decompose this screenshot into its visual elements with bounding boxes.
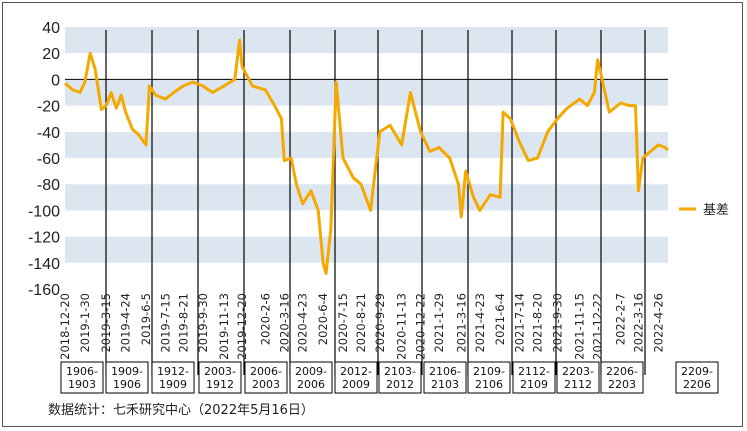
- contract-box: [198, 361, 242, 394]
- x-tick-label: 2020-2-6: [258, 293, 272, 345]
- x-tick-label: 2019-7-15: [158, 293, 172, 353]
- contract-label: 2006: [297, 378, 325, 391]
- x-tick-label: 2020-7-15: [336, 293, 350, 353]
- x-tick-label: 2019-11-13: [217, 293, 231, 360]
- contract-box: [105, 361, 149, 394]
- x-tick-label: 2020-6-4: [316, 293, 330, 345]
- legend: 基差: [679, 203, 729, 218]
- grid-band: [65, 131, 668, 158]
- contract-label: 2106: [475, 378, 503, 391]
- source-note: 数据统计：七禾研究中心（2022年5月16日）: [48, 403, 314, 418]
- contract-label: 1906-: [66, 365, 98, 378]
- x-tick-label: 2019-1-30: [78, 293, 92, 353]
- x-tick-label: 2021-12-22: [591, 293, 605, 360]
- x-tick-label: 2022-2-7: [613, 293, 627, 345]
- contract-box: [378, 361, 422, 394]
- contract-label: 2203-: [562, 365, 594, 378]
- y-axis-tick-labels: 40 20 0 -20 -40 -60 -80 -100 -120 -140 -160: [28, 20, 60, 299]
- contract-label: 2203: [608, 378, 636, 391]
- contract-box: [423, 361, 467, 394]
- x-tick-label: 2021-9-30: [550, 293, 564, 353]
- contract-box: [151, 361, 195, 394]
- x-tick-label: 2019-8-21: [176, 293, 190, 353]
- y-tick-label: -20: [37, 99, 60, 116]
- x-tick-label: 2022-3-16: [631, 293, 645, 353]
- grid-band: [65, 236, 668, 263]
- x-tick-label: 2019-12-20: [235, 293, 249, 360]
- y-tick-label: -60: [37, 151, 60, 168]
- contract-label: 1909: [159, 378, 187, 391]
- contract-label: 2209-: [681, 365, 713, 378]
- y-tick-label: -80: [37, 177, 60, 194]
- contract-label: 2109-: [473, 365, 505, 378]
- x-tick-label: 2020-11-13: [395, 293, 409, 360]
- contract-label: 2012-: [340, 365, 372, 378]
- contract-box: [289, 361, 333, 394]
- y-tick-label: -40: [37, 125, 60, 142]
- contract-label: 1903: [68, 378, 96, 391]
- contract-label: 2109: [520, 378, 548, 391]
- contract-label: 2012: [386, 378, 414, 391]
- contract-label: 2112: [564, 378, 592, 391]
- contract-box: [675, 361, 719, 394]
- chart-frame: [2, 2, 743, 427]
- y-tick-label: -160: [28, 282, 60, 299]
- contract-label: 2009-: [295, 365, 327, 378]
- contract-label: 2112-: [518, 365, 550, 378]
- y-tick-label: 40: [42, 20, 60, 37]
- x-tick-label: 2021-6-4: [493, 293, 507, 345]
- contract-label: 2106-: [429, 365, 461, 378]
- background-bands: [65, 27, 668, 263]
- x-tick-label: 2019-6-5: [139, 293, 153, 345]
- y-tick-label: 20: [42, 46, 60, 63]
- contract-label: 2003: [252, 378, 280, 391]
- contract-label: 2003-: [204, 365, 236, 378]
- contract-box: [467, 361, 511, 394]
- x-tick-label: 2021-4-23: [473, 293, 487, 353]
- contract-label: 2006-: [250, 365, 282, 378]
- x-tick-label: 2021-8-20: [531, 293, 545, 353]
- x-tick-label: 2020-12-22: [414, 293, 428, 360]
- contract-box: [60, 361, 104, 394]
- grid-band: [65, 27, 668, 54]
- contract-box: [600, 361, 644, 394]
- y-tick-label: -140: [28, 256, 60, 273]
- contract-box: [556, 361, 600, 394]
- contract-label: 2103-: [384, 365, 416, 378]
- grid-band: [65, 79, 668, 106]
- x-tick-label: 2019-9-30: [196, 293, 210, 353]
- contract-boxes: 1906-1903 1909-1906 1912-1909 2003-1912 2006…: [60, 361, 719, 394]
- x-tick-label: 2020-8-21: [354, 293, 368, 353]
- x-tick-label: 2021-3-16: [454, 293, 468, 353]
- x-tick-label: 2021-1-29: [432, 293, 446, 353]
- contract-label: 2206-: [606, 365, 638, 378]
- contract-label: 2009: [342, 378, 370, 391]
- x-tick-label: 2021-7-14: [513, 293, 527, 353]
- x-axis-tick-labels: 2018-12-20 2019-1-30 2019-3-15 2019-4-24 201…: [58, 293, 665, 360]
- contract-label: 1912: [206, 378, 234, 391]
- y-tick-label: -120: [28, 230, 60, 247]
- contract-box: [334, 361, 378, 394]
- series-line-basis: [64, 38, 670, 275]
- x-tick-label: 2020-9-29: [373, 293, 387, 353]
- x-tick-label: 2022-4-26: [651, 293, 665, 353]
- y-tick-label: 0: [51, 72, 60, 89]
- contract-label: 1906: [113, 378, 141, 391]
- x-tick-label: 2020-3-16: [277, 293, 291, 353]
- y-tick-label: -100: [28, 203, 60, 220]
- contract-box: [512, 361, 556, 394]
- contract-label: 1909-: [111, 365, 143, 378]
- x-tick-label: 2019-3-15: [99, 293, 113, 353]
- contract-label: 2206: [683, 378, 711, 391]
- x-tick-label: 2019-4-24: [119, 293, 133, 353]
- x-tick-label: 2020-4-23: [296, 293, 310, 353]
- contract-label: 1912-: [157, 365, 189, 378]
- contract-label: 2103: [431, 378, 459, 391]
- legend-label: 基差: [703, 203, 729, 218]
- contract-box: [244, 361, 288, 394]
- x-tick-label: 2018-12-20: [58, 293, 72, 360]
- x-tick-label: 2021-11-15: [573, 293, 587, 360]
